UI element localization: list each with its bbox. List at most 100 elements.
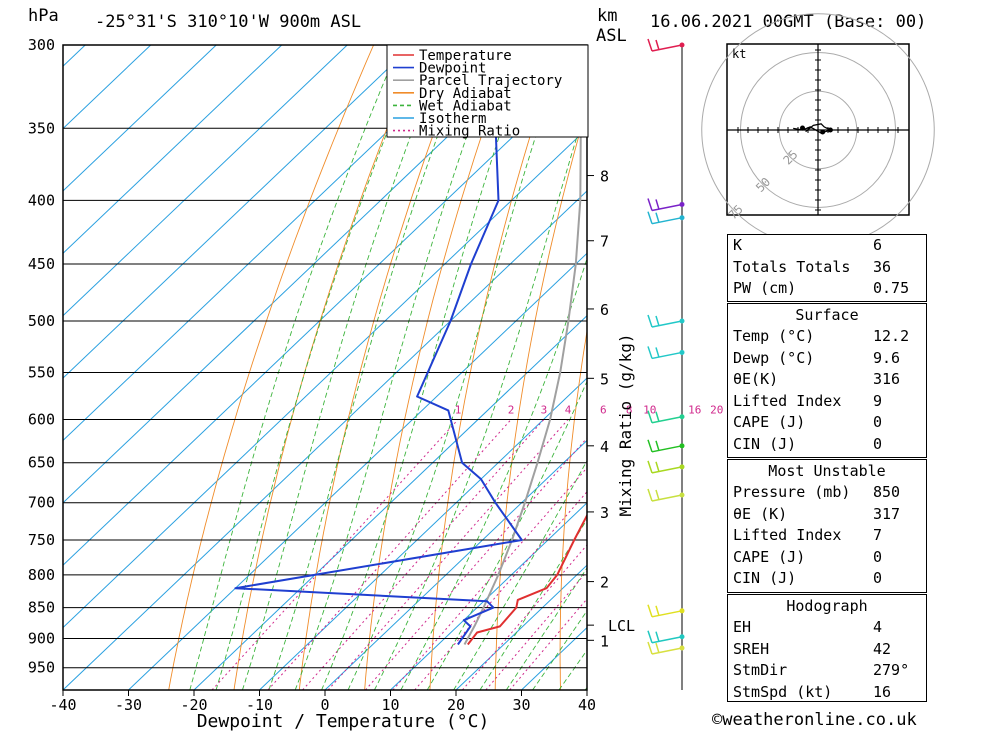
pressure-tick-label: 800 (28, 566, 55, 584)
mixing-ratio-label: 4 (565, 404, 572, 417)
stats-value: 42 (873, 639, 892, 658)
x-tick-label: 20 (447, 696, 465, 714)
stats-value: 7 (873, 526, 883, 545)
location-title: -25°31'S 310°10'W 900m ASL (95, 12, 362, 32)
stats-value: 850 (873, 483, 901, 501)
stats-key: Lifted Index (733, 526, 842, 545)
dry-adiabat-line (964, 45, 1000, 690)
wind-barb-dot (679, 645, 685, 651)
stats-key: CAPE (J) (733, 547, 806, 566)
storm-motion-dot (800, 125, 805, 131)
stats-key: θE (K) (733, 504, 788, 523)
profile-lines (234, 45, 587, 646)
isotherm-line (63, 45, 348, 317)
dry-adiabat-line (364, 45, 514, 690)
datetime-title: 16.06.2021 00GMT (Base: 00) (650, 12, 927, 32)
wet-adiabat-line (268, 45, 472, 690)
x-tick-label: 40 (578, 696, 596, 714)
wind-barb-shaft (651, 216, 683, 225)
hodograph-unit: kt (732, 47, 746, 61)
stats-value: 16 (873, 682, 892, 701)
wind-barb-flag (647, 488, 653, 502)
wind-barb-shaft (651, 320, 683, 328)
stats-row: StmDir 279° (728, 660, 926, 682)
height-tick-label: 6 (600, 301, 609, 319)
x-tick-label: -10 (246, 696, 273, 714)
wind-barb-flag (655, 461, 660, 473)
surface-title: Surface (795, 306, 859, 324)
wet-adiabat-line (505, 567, 587, 690)
isotherm-line (455, 564, 587, 690)
wind-barb-flag (647, 439, 653, 453)
wet-adiabat-line (532, 610, 587, 690)
mixing-ratio-line (462, 544, 587, 690)
wind-barb-flag (647, 604, 653, 618)
temperature-line (467, 513, 587, 646)
legend-box (386, 44, 589, 138)
storm-motion-dot (827, 127, 833, 133)
wind-barb-shaft (651, 203, 683, 212)
height-tick-label: 8 (600, 168, 609, 186)
wind-barbs (647, 38, 685, 690)
wind-barb-flag (655, 212, 660, 223)
pressure-tick-label: 400 (28, 191, 55, 209)
isotherm-line (63, 45, 479, 442)
stats-value: 4 (873, 618, 883, 636)
isotherm-line (193, 315, 587, 690)
legend-label: Temperature (419, 48, 512, 64)
wind-barb-dot (679, 443, 685, 449)
stats-key: K (733, 236, 743, 254)
hodograph-stats-title: Hodograph (786, 597, 868, 615)
mixing-ratio-line (327, 419, 569, 690)
stats-value: 0 (873, 413, 883, 432)
pressure-tick-label: 900 (28, 630, 55, 648)
wind-barb-flag (647, 314, 653, 328)
height-tick-label: 2 (600, 574, 609, 592)
wind-barb-dot (679, 464, 685, 470)
wind-barb-shaft (651, 351, 683, 360)
mixing-ratio-label: 10 (643, 404, 656, 417)
stats-value: 279° (873, 661, 910, 680)
height-tick-label: 5 (600, 370, 609, 388)
pressure-tick-label: 750 (28, 531, 55, 549)
x-tick-label: 30 (512, 696, 530, 714)
wind-barb-shaft (651, 445, 683, 453)
wind-barb-dot (679, 42, 685, 48)
x-axis-label: Dewpoint / Temperature (°C) (197, 711, 490, 732)
stats-row: Dewp (°C) 9.6 (728, 348, 926, 370)
stats-row: Lifted Index 9 (728, 391, 926, 413)
wind-barb-flag (655, 440, 660, 452)
pressure-tick-label: 350 (28, 119, 55, 137)
stats-key: Lifted Index (733, 391, 842, 410)
stats-surface-table: Surface Temp (°C) 12.2 Dewp (°C) 9.6 θE(K) 31… (727, 303, 927, 458)
wind-barb-flag (655, 315, 660, 327)
x-tick-label: -30 (115, 696, 142, 714)
stats-value: 36 (873, 257, 892, 276)
pressure-tick-label: 950 (28, 659, 55, 677)
isotherm-line (390, 502, 587, 690)
stats-row: θE(K) 316 (728, 369, 926, 391)
wind-barb-dot (679, 201, 685, 207)
legend-label: Dry Adiabat (419, 86, 512, 102)
stats-value: 6 (873, 236, 883, 254)
wet-adiabat-line (400, 257, 587, 690)
pressure-tick-label: 850 (28, 599, 55, 617)
isotherm-line (259, 377, 587, 690)
isotherm-line (63, 45, 545, 504)
height-unit-asl: ASL (596, 26, 627, 46)
wet-adiabat-line (453, 459, 587, 690)
pressure-tick-label: 550 (28, 364, 55, 382)
legend-label: Isotherm (419, 111, 486, 127)
storm-motion-dot (820, 129, 826, 135)
wind-barb-dot (679, 634, 685, 640)
stats-value: 9 (873, 391, 883, 410)
wet-adiabat-line (426, 380, 587, 690)
mixing-ratio-label: 2 (508, 404, 515, 417)
stats-value: 317 (873, 504, 901, 523)
dry-adiabat-line (168, 45, 375, 690)
copyright-link[interactable]: ©weatheronline.co.uk (712, 710, 917, 730)
stats-row: SREH 42 (728, 639, 926, 661)
isotherm-line (63, 65, 587, 566)
